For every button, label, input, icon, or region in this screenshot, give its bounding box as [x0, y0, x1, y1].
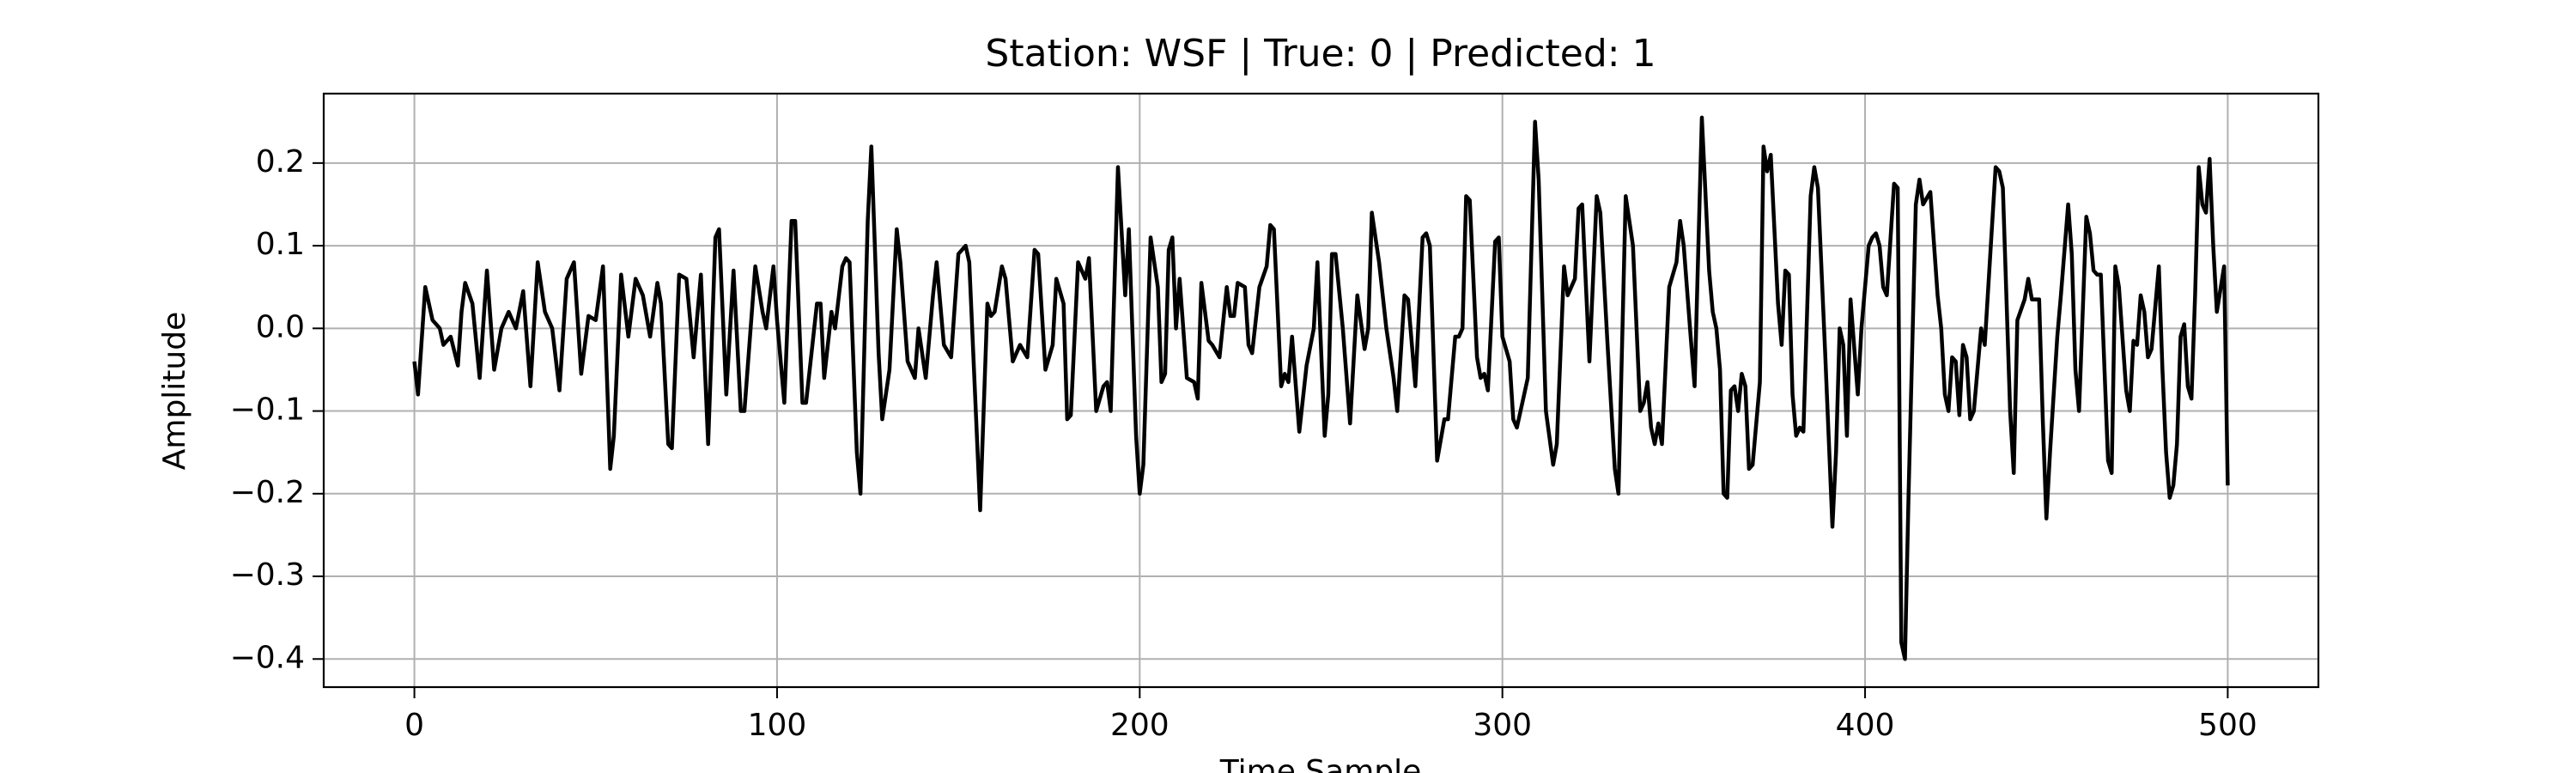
- plot-frame: [322, 92, 2320, 689]
- y-tick-label: −0.1: [230, 393, 305, 428]
- chart-title: Station: WSF | True: 0 | Predicted: 1: [985, 32, 1656, 76]
- x-tick-label: 400: [1836, 708, 1895, 743]
- x-tick-label: 0: [404, 708, 424, 743]
- x-axis-label: Time Sample: [1219, 754, 1422, 773]
- signal-line: [412, 115, 2230, 661]
- y-tick-label: 0.1: [256, 227, 305, 262]
- x-tick-label: 300: [1473, 708, 1532, 743]
- x-tick-label: 200: [1110, 708, 1170, 743]
- x-tick-label: 500: [2198, 708, 2257, 743]
- y-tick-label: 0.2: [256, 144, 305, 180]
- y-axis-label: Amplitude: [157, 312, 192, 470]
- x-tick-label: 100: [748, 708, 807, 743]
- y-tick-label: −0.3: [230, 557, 305, 593]
- y-tick-label: −0.2: [230, 475, 305, 510]
- y-tick-label: 0.0: [256, 309, 305, 344]
- y-tick-label: −0.4: [230, 640, 305, 675]
